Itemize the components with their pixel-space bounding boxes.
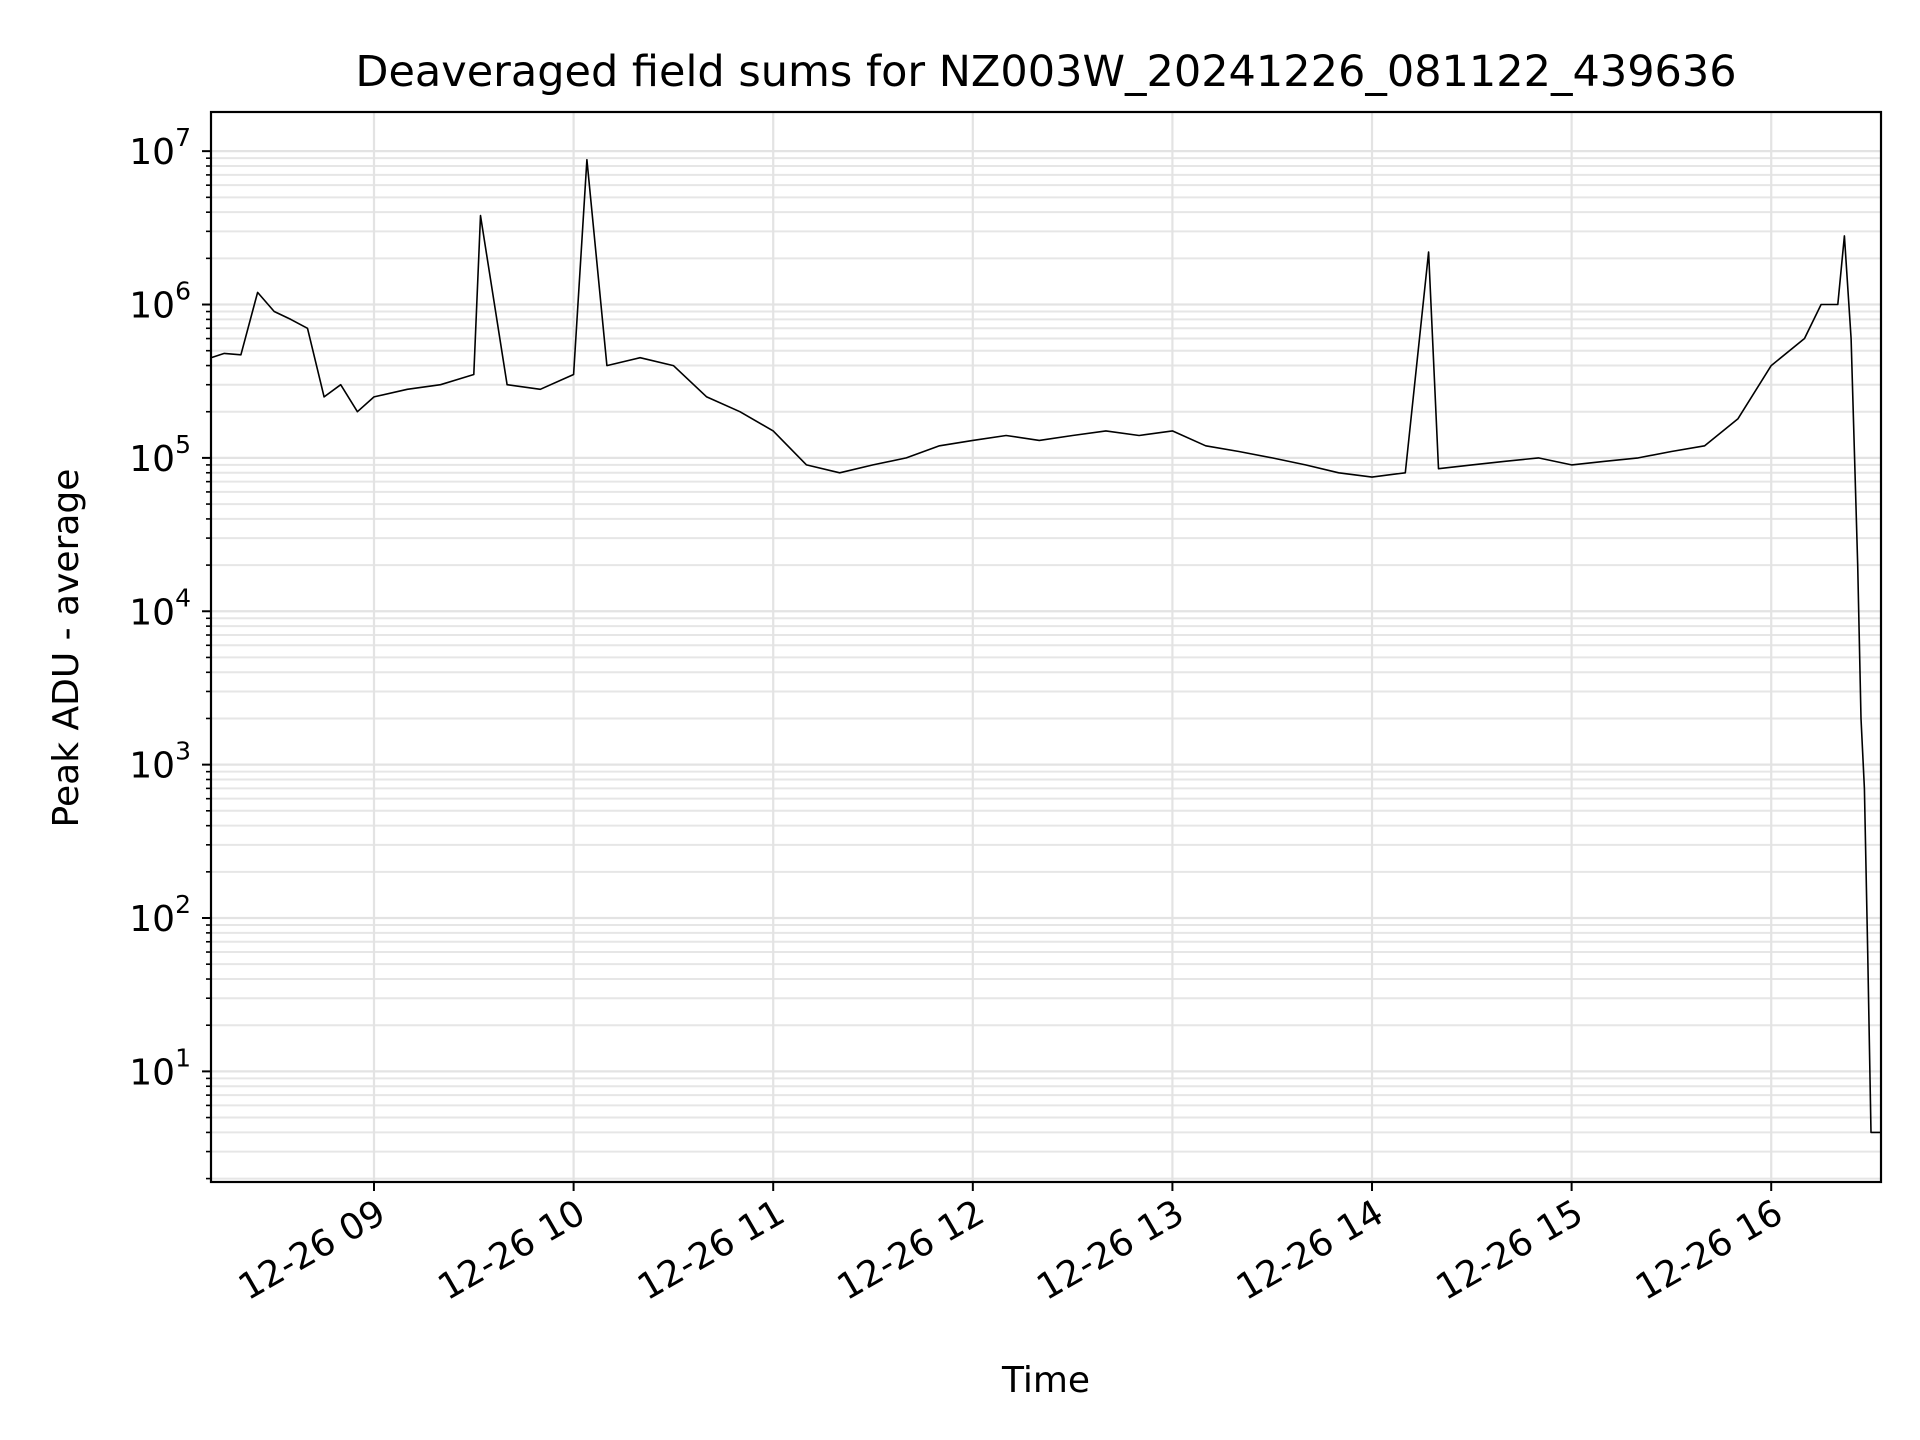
y-tick-label: 103 — [129, 737, 191, 787]
y-tick-exponent: 3 — [175, 737, 191, 766]
grid — [211, 112, 1881, 1182]
series-line-0 — [210, 158, 1881, 1134]
y-tick-label: 101 — [129, 1043, 191, 1093]
y-tick-label: 102 — [129, 890, 191, 940]
plot-frame — [209, 110, 1883, 1184]
plot-series — [210, 158, 1881, 1134]
y-tick-base: 10 — [129, 746, 175, 787]
y-tick-base: 10 — [129, 286, 175, 327]
y-tick-label: 106 — [129, 277, 191, 327]
y-axis-label: Peak ADU - average — [46, 469, 87, 828]
y-tick-exponent: 4 — [175, 583, 191, 612]
y-tick-base: 10 — [129, 1052, 175, 1093]
y-tick-base: 10 — [129, 132, 175, 173]
chart-title: Deaveraged field sums for NZ003W_2024122… — [355, 47, 1736, 97]
y-tick-label: 104 — [129, 583, 191, 633]
y-tick-exponent: 5 — [175, 430, 191, 459]
x-axis-label: Time — [1001, 1360, 1090, 1401]
y-tick-exponent: 2 — [175, 890, 191, 919]
y-tick-label: 107 — [129, 123, 191, 173]
y-tick-exponent: 1 — [175, 1043, 191, 1072]
y-tick-label: 105 — [129, 430, 191, 480]
y-tick-exponent: 7 — [175, 123, 191, 152]
y-tick-base: 10 — [129, 439, 175, 480]
y-tick-base: 10 — [129, 592, 175, 633]
y-tick-exponent: 6 — [175, 277, 191, 306]
y-tick-base: 10 — [129, 899, 175, 940]
